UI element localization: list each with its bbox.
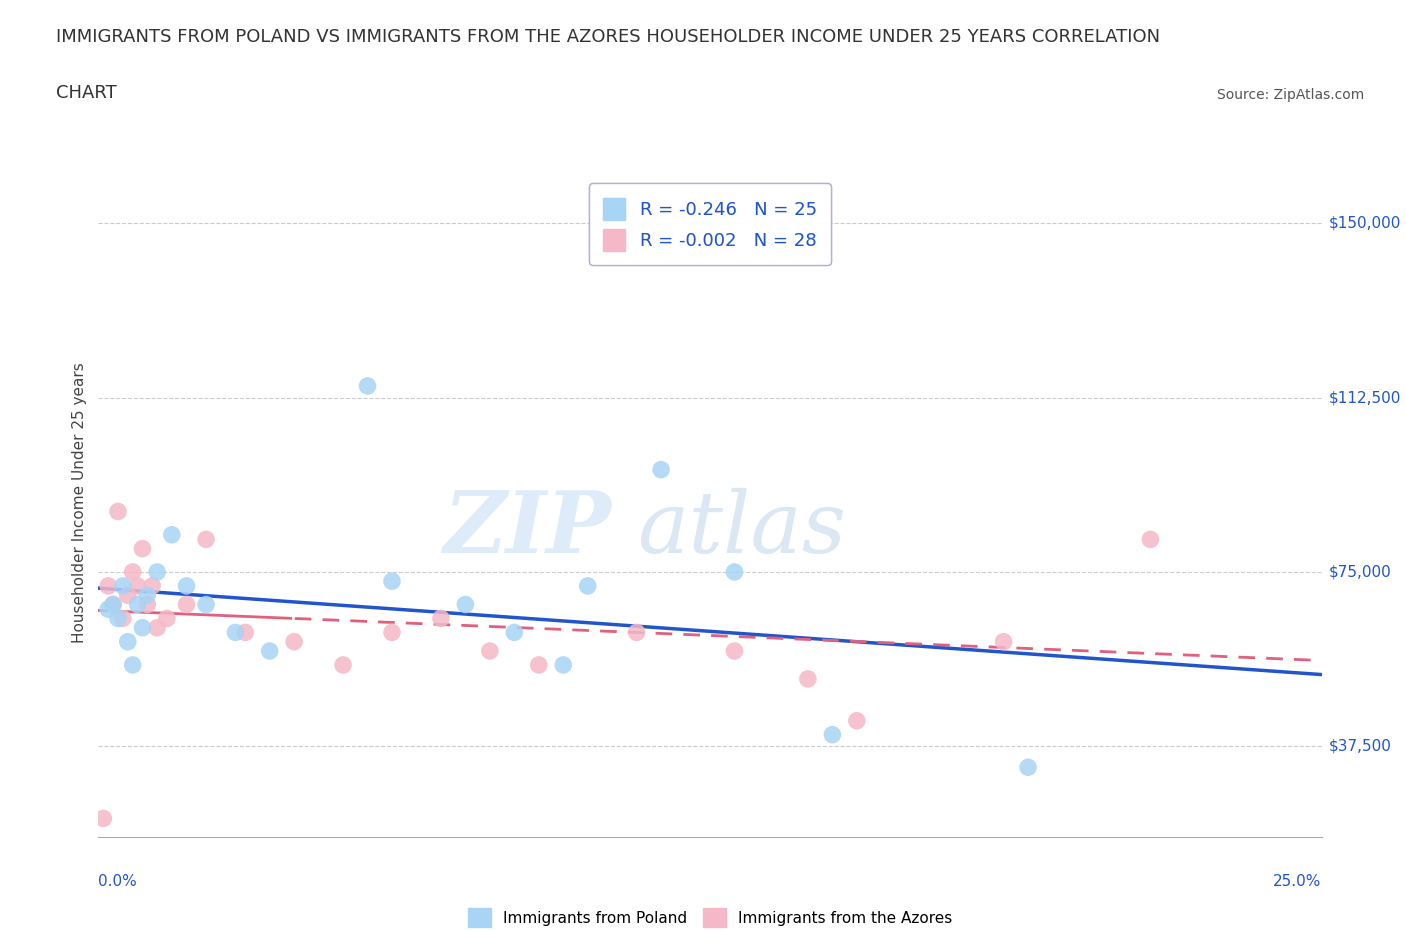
Point xyxy=(146,620,169,635)
Point xyxy=(117,634,139,649)
Point xyxy=(797,671,820,686)
Point xyxy=(454,597,477,612)
Point xyxy=(381,574,404,589)
Point xyxy=(381,625,404,640)
Point xyxy=(136,597,159,612)
Point xyxy=(136,588,159,603)
Point xyxy=(107,504,129,519)
Point xyxy=(111,578,134,593)
Point xyxy=(117,588,139,603)
Text: Source: ZipAtlas.com: Source: ZipAtlas.com xyxy=(1216,88,1364,102)
Text: $37,500: $37,500 xyxy=(1329,738,1392,754)
Point xyxy=(101,597,124,612)
Point xyxy=(224,625,246,640)
Point xyxy=(176,597,198,612)
Text: 25.0%: 25.0% xyxy=(1274,874,1322,889)
Point xyxy=(127,578,149,593)
Point xyxy=(91,811,114,826)
Point xyxy=(283,634,305,649)
Point xyxy=(111,611,134,626)
Text: CHART: CHART xyxy=(56,85,117,102)
Point xyxy=(332,658,354,672)
Point xyxy=(195,532,218,547)
Point xyxy=(156,611,179,626)
Text: atlas: atlas xyxy=(637,487,846,570)
Point xyxy=(527,658,550,672)
Point xyxy=(723,565,745,579)
Point xyxy=(160,527,183,542)
Point xyxy=(1139,532,1161,547)
Legend: R = -0.246   N = 25, R = -0.002   N = 28: R = -0.246 N = 25, R = -0.002 N = 28 xyxy=(589,183,831,265)
Point xyxy=(723,644,745,658)
Point xyxy=(478,644,501,658)
Point xyxy=(97,602,120,617)
Point xyxy=(146,565,169,579)
Point xyxy=(626,625,648,640)
Point xyxy=(107,611,129,626)
Point xyxy=(259,644,281,658)
Point xyxy=(131,541,153,556)
Point xyxy=(233,625,256,640)
Point xyxy=(131,620,153,635)
Point xyxy=(356,379,378,393)
Text: IMMIGRANTS FROM POLAND VS IMMIGRANTS FROM THE AZORES HOUSEHOLDER INCOME UNDER 25: IMMIGRANTS FROM POLAND VS IMMIGRANTS FRO… xyxy=(56,29,1160,46)
Point xyxy=(503,625,526,640)
Text: $112,500: $112,500 xyxy=(1329,390,1400,405)
Point xyxy=(127,597,149,612)
Point xyxy=(993,634,1015,649)
Y-axis label: Householder Income Under 25 years: Householder Income Under 25 years xyxy=(72,362,87,643)
Point xyxy=(576,578,599,593)
Point xyxy=(97,578,120,593)
Point xyxy=(121,658,143,672)
Text: $75,000: $75,000 xyxy=(1329,565,1392,579)
Point xyxy=(430,611,453,626)
Text: 0.0%: 0.0% xyxy=(98,874,138,889)
Point xyxy=(553,658,575,672)
Point xyxy=(101,597,124,612)
Point xyxy=(121,565,143,579)
Point xyxy=(845,713,868,728)
Point xyxy=(650,462,672,477)
Point xyxy=(821,727,844,742)
Point xyxy=(1017,760,1039,775)
Point xyxy=(176,578,198,593)
Point xyxy=(195,597,218,612)
Text: $150,000: $150,000 xyxy=(1329,216,1400,231)
Point xyxy=(141,578,163,593)
Text: ZIP: ZIP xyxy=(444,487,612,571)
